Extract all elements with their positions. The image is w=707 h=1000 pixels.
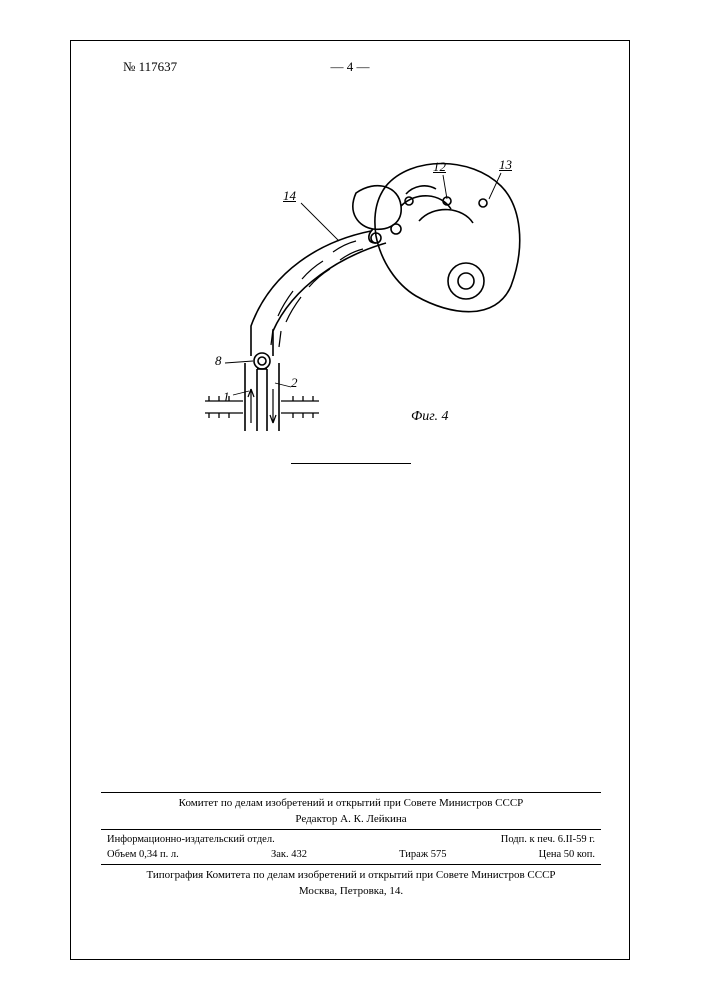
callout-2: 2 xyxy=(291,375,298,391)
figure-4: 14 12 13 8 1 2 Фиг. 4 xyxy=(151,131,551,471)
page-frame: № 117637 — 4 — xyxy=(70,40,630,960)
imprint-row-b: Объем 0,34 п. л. Зак. 432 Тираж 575 Цена… xyxy=(101,847,601,862)
committee-line: Комитет по делам изобретений и открытий … xyxy=(101,795,601,811)
figure-separator xyxy=(291,463,411,464)
imprint-row-a: Информационно-издательский отдел. Подп. … xyxy=(101,832,601,847)
imprint-block: Комитет по делам изобретений и открытий … xyxy=(101,790,601,899)
callout-1: 1 xyxy=(223,389,230,405)
editor-line: Редактор А. К. Лейкина xyxy=(101,811,601,827)
callout-12: 12 xyxy=(433,159,446,175)
callout-14: 14 xyxy=(283,188,296,204)
typography-line: Типография Комитета по делам изобретений… xyxy=(101,867,601,883)
page-number: — 4 — xyxy=(71,59,629,75)
volume: Объем 0,34 п. л. xyxy=(107,849,179,860)
callout-8: 8 xyxy=(215,353,222,369)
figure-svg xyxy=(151,131,551,471)
signed-to-print: Подп. к печ. 6.II-59 г. xyxy=(501,834,595,845)
price: Цена 50 коп. xyxy=(539,849,595,860)
callout-13: 13 xyxy=(499,157,512,173)
dept: Информационно-издательский отдел. xyxy=(107,834,275,845)
order: Зак. 432 xyxy=(271,849,307,860)
tirazh: Тираж 575 xyxy=(399,849,446,860)
figure-caption: Фиг. 4 xyxy=(411,409,449,425)
address-line: Москва, Петровка, 14. xyxy=(101,883,601,899)
